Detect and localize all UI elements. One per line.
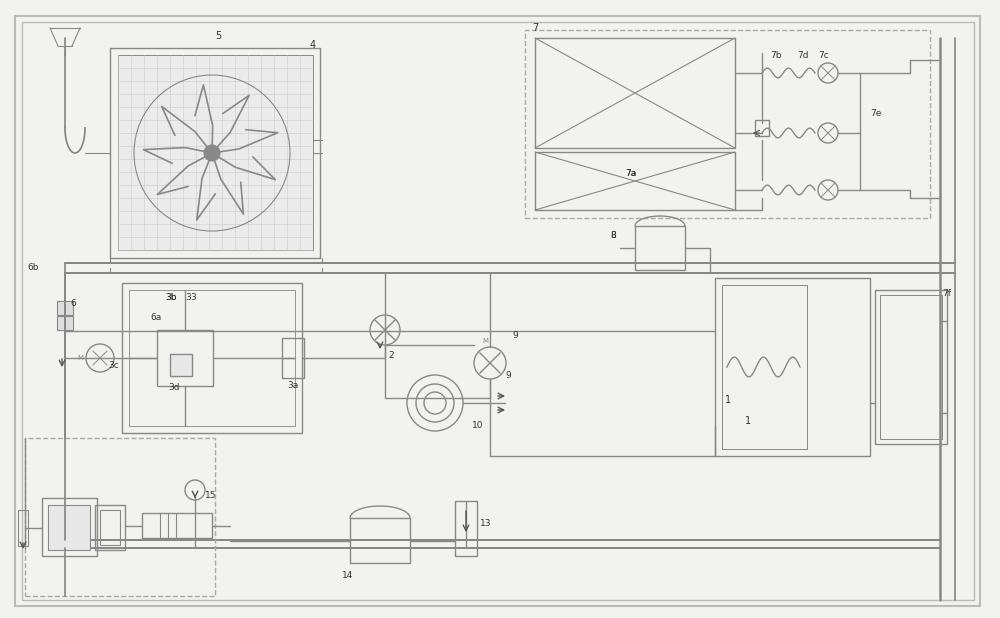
Bar bbox=[635, 226, 685, 270]
Bar bbox=[18, 510, 28, 546]
Text: M: M bbox=[482, 338, 488, 344]
Text: 15: 15 bbox=[205, 491, 217, 501]
Text: 6: 6 bbox=[70, 298, 76, 308]
Text: 9: 9 bbox=[512, 331, 518, 339]
Text: 1: 1 bbox=[745, 416, 751, 426]
Text: 7f: 7f bbox=[942, 289, 951, 297]
Bar bbox=[525, 30, 930, 218]
Text: 10: 10 bbox=[472, 421, 484, 431]
Text: 4: 4 bbox=[310, 40, 316, 50]
Text: 8: 8 bbox=[610, 232, 616, 240]
Bar bbox=[42, 498, 97, 556]
Bar bbox=[122, 283, 302, 433]
Bar bbox=[129, 290, 295, 426]
Bar bbox=[170, 354, 192, 376]
Text: 3: 3 bbox=[185, 294, 191, 302]
Bar bbox=[100, 510, 120, 545]
Bar bbox=[880, 295, 942, 439]
Text: 7e: 7e bbox=[870, 109, 881, 117]
Text: 3d: 3d bbox=[168, 384, 180, 392]
Bar bbox=[535, 38, 735, 148]
Bar bbox=[57, 316, 73, 330]
Bar bbox=[95, 505, 125, 550]
Bar bbox=[715, 278, 870, 456]
Text: 9: 9 bbox=[505, 371, 511, 381]
Bar bbox=[25, 438, 215, 596]
Text: 3: 3 bbox=[190, 294, 196, 302]
Text: 7c: 7c bbox=[818, 51, 829, 61]
Text: 7b: 7b bbox=[770, 51, 782, 61]
Text: 7: 7 bbox=[532, 23, 538, 33]
Bar bbox=[350, 518, 410, 563]
Bar bbox=[110, 48, 320, 258]
Text: 3c: 3c bbox=[108, 362, 119, 371]
Text: 3a: 3a bbox=[287, 381, 298, 391]
Text: 5: 5 bbox=[215, 31, 221, 41]
Bar bbox=[722, 285, 807, 449]
Bar bbox=[535, 152, 735, 210]
Text: 3b: 3b bbox=[165, 294, 177, 302]
Text: 1: 1 bbox=[725, 395, 731, 405]
Bar bbox=[157, 330, 213, 386]
Text: 7a: 7a bbox=[625, 169, 636, 177]
Text: 7d: 7d bbox=[797, 51, 808, 61]
Text: 7a: 7a bbox=[625, 169, 636, 177]
Bar bbox=[755, 120, 769, 136]
Bar bbox=[875, 290, 947, 444]
Bar bbox=[142, 513, 212, 538]
Circle shape bbox=[204, 145, 220, 161]
Text: 8: 8 bbox=[610, 232, 616, 240]
Bar bbox=[282, 338, 304, 378]
Bar bbox=[455, 501, 477, 556]
Text: M: M bbox=[77, 355, 83, 361]
Bar bbox=[57, 301, 73, 315]
Text: 2: 2 bbox=[388, 352, 394, 360]
Bar bbox=[118, 55, 313, 250]
Text: 6a: 6a bbox=[150, 313, 161, 323]
Text: 6b: 6b bbox=[27, 263, 39, 273]
Text: 3b: 3b bbox=[165, 294, 177, 302]
Text: 14: 14 bbox=[342, 572, 353, 580]
Text: 13: 13 bbox=[480, 519, 492, 528]
Bar bbox=[48, 505, 90, 550]
